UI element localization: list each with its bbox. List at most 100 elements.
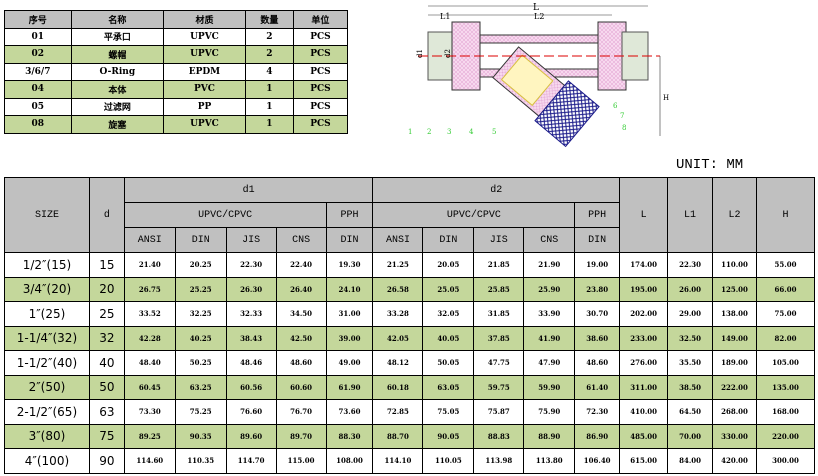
value-cell: 39.00 bbox=[325, 325, 374, 351]
parts-cell: PCS bbox=[292, 97, 349, 116]
d-cell: 50 bbox=[88, 374, 125, 400]
value-cell: 72.85 bbox=[372, 399, 424, 425]
value-cell: 106.40 bbox=[574, 448, 621, 474]
value-cell: 113.80 bbox=[523, 448, 576, 474]
value-cell: 29.00 bbox=[667, 301, 714, 327]
value-cell: 168.00 bbox=[755, 399, 816, 425]
header-d1-pph: PPH bbox=[325, 202, 374, 228]
header-size: SIZE bbox=[4, 177, 90, 253]
value-cell: 26.40 bbox=[275, 276, 327, 302]
value-cell: 70.00 bbox=[667, 423, 714, 449]
value-cell: 31.00 bbox=[325, 301, 374, 327]
svg-text:3: 3 bbox=[447, 128, 451, 136]
value-cell: 32.50 bbox=[667, 325, 714, 351]
spec-row: 3/4″(20) 20 26.75 25.25 26.30 26.40 24.10 26.58… bbox=[4, 276, 816, 302]
svg-text:7: 7 bbox=[620, 112, 624, 120]
parts-cell: 05 bbox=[4, 97, 72, 116]
value-cell: 33.52 bbox=[123, 301, 176, 327]
header-standard: ANSI bbox=[123, 227, 176, 253]
value-cell: 64.50 bbox=[667, 399, 714, 425]
value-cell: 19.30 bbox=[325, 252, 374, 278]
parts-cell: 平承口 bbox=[70, 27, 165, 46]
size-cell: 1″(25) bbox=[4, 301, 90, 327]
parts-cell: 08 bbox=[4, 115, 72, 134]
value-cell: 20.25 bbox=[174, 252, 227, 278]
size-cell: 4″(100) bbox=[4, 448, 90, 474]
value-cell: 114.70 bbox=[225, 448, 277, 474]
svg-text:2: 2 bbox=[427, 128, 431, 136]
parts-header: 单位 bbox=[292, 10, 349, 29]
svg-text:5: 5 bbox=[492, 128, 496, 136]
value-cell: 34.50 bbox=[275, 301, 327, 327]
d-cell: 25 bbox=[88, 301, 125, 327]
value-cell: 88.83 bbox=[473, 423, 525, 449]
value-cell: 55.00 bbox=[755, 252, 816, 278]
parts-cell: PCS bbox=[292, 45, 349, 64]
value-cell: 300.00 bbox=[755, 448, 816, 474]
value-cell: 48.40 bbox=[123, 350, 176, 376]
header-standard: DIN bbox=[574, 227, 621, 253]
value-cell: 31.85 bbox=[473, 301, 525, 327]
value-cell: 20.05 bbox=[422, 252, 475, 278]
value-cell: 41.90 bbox=[523, 325, 576, 351]
value-cell: 615.00 bbox=[619, 448, 669, 474]
value-cell: 22.30 bbox=[667, 252, 714, 278]
value-cell: 26.30 bbox=[225, 276, 277, 302]
parts-cell: UPVC bbox=[163, 115, 246, 134]
value-cell: 73.30 bbox=[123, 399, 176, 425]
header-standard: CNS bbox=[523, 227, 576, 253]
value-cell: 59.75 bbox=[473, 374, 525, 400]
parts-cell: 本体 bbox=[70, 80, 165, 99]
parts-cell: PCS bbox=[292, 115, 349, 134]
value-cell: 60.56 bbox=[225, 374, 277, 400]
value-cell: 202.00 bbox=[619, 301, 669, 327]
parts-header: 材质 bbox=[163, 10, 246, 29]
value-cell: 108.00 bbox=[325, 448, 374, 474]
plug bbox=[534, 80, 600, 148]
parts-cell: 1 bbox=[244, 115, 294, 134]
value-cell: 60.60 bbox=[275, 374, 327, 400]
size-cell: 2-1/2″(65) bbox=[4, 399, 90, 425]
parts-cell: UPVC bbox=[163, 45, 246, 64]
value-cell: 311.00 bbox=[619, 374, 669, 400]
value-cell: 75.25 bbox=[174, 399, 227, 425]
unit-label: UNIT: MM bbox=[676, 157, 744, 173]
value-cell: 135.00 bbox=[755, 374, 816, 400]
d-cell: 32 bbox=[88, 325, 125, 351]
parts-cell: 旋塞 bbox=[70, 115, 165, 134]
value-cell: 24.10 bbox=[325, 276, 374, 302]
value-cell: 19.00 bbox=[574, 252, 621, 278]
size-cell: 3/4″(20) bbox=[4, 276, 90, 302]
value-cell: 88.90 bbox=[523, 423, 576, 449]
parts-cell: PVC bbox=[163, 80, 246, 99]
header-d1-upvc: UPVC/CPVC bbox=[123, 202, 327, 228]
header-d2-pph: PPH bbox=[574, 202, 621, 228]
value-cell: 33.28 bbox=[372, 301, 424, 327]
value-cell: 76.70 bbox=[275, 399, 327, 425]
header-d1: d1 bbox=[123, 177, 374, 203]
value-cell: 110.05 bbox=[422, 448, 475, 474]
value-cell: 42.05 bbox=[372, 325, 424, 351]
value-cell: 32.33 bbox=[225, 301, 277, 327]
spec-row: 1-1/2″(40) 40 48.40 50.25 48.46 48.60 49.00 48.… bbox=[4, 350, 816, 376]
value-cell: 30.70 bbox=[574, 301, 621, 327]
header-standard: DIN bbox=[174, 227, 227, 253]
value-cell: 33.90 bbox=[523, 301, 576, 327]
value-cell: 42.50 bbox=[275, 325, 327, 351]
value-cell: 21.40 bbox=[123, 252, 176, 278]
header-standard: DIN bbox=[325, 227, 374, 253]
value-cell: 50.05 bbox=[422, 350, 475, 376]
value-cell: 25.85 bbox=[473, 276, 525, 302]
filter-screen bbox=[500, 54, 554, 107]
value-cell: 149.00 bbox=[712, 325, 757, 351]
value-cell: 23.80 bbox=[574, 276, 621, 302]
spec-row: 1-1/4″(32) 32 42.28 40.25 38.43 42.50 39.00 42.… bbox=[4, 325, 816, 351]
value-cell: 48.12 bbox=[372, 350, 424, 376]
d-cell: 63 bbox=[88, 399, 125, 425]
value-cell: 75.90 bbox=[523, 399, 576, 425]
value-cell: 189.00 bbox=[712, 350, 757, 376]
value-cell: 21.25 bbox=[372, 252, 424, 278]
value-cell: 89.70 bbox=[275, 423, 327, 449]
value-cell: 195.00 bbox=[619, 276, 669, 302]
parts-table: 序号 名称 材质 数量 单位 01 平承口 UPVC 2 PCS 02 螺帽 UPVC 2 PCS 3/6/7… bbox=[4, 10, 349, 134]
